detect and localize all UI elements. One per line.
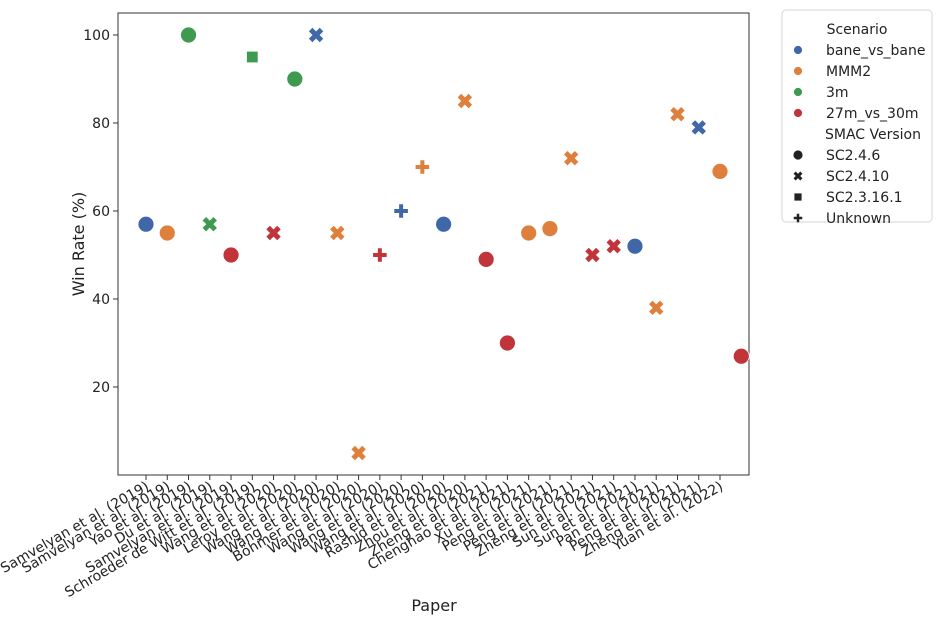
data-point [222, 246, 240, 264]
data-point [308, 27, 324, 43]
legend-label: 3m [826, 85, 849, 101]
data-point [394, 204, 408, 218]
data-point [670, 107, 685, 122]
data-point [563, 151, 579, 166]
data-point [180, 26, 197, 44]
data-point [266, 225, 281, 241]
data-point [541, 220, 559, 238]
data-point [711, 162, 729, 180]
plot-frame [117, 12, 750, 476]
y-axis: 20 40 60 80 100 [83, 28, 118, 396]
data-point [137, 215, 155, 233]
x-axis-title: Paper [411, 596, 457, 615]
legend-version-title: SMAC Version [825, 127, 921, 143]
legend-marker [793, 66, 803, 76]
data-point [732, 347, 750, 365]
data-points [137, 26, 750, 461]
legend-label: Unknown [826, 211, 891, 227]
legend-box [781, 9, 933, 223]
legend-marker [793, 108, 803, 118]
data-point [246, 51, 258, 63]
data-point [457, 93, 473, 109]
legend-marker [793, 87, 803, 97]
legend-marker [793, 213, 803, 223]
data-point [520, 224, 538, 242]
y-tick-label: 40 [92, 292, 110, 308]
data-point [286, 70, 304, 88]
x-axis: Samvelyan et al. (2019)Samvelyan et al. … [0, 475, 726, 601]
legend-marker [793, 171, 803, 181]
data-point [626, 237, 644, 255]
legend-label: bane_vs_bane [826, 43, 925, 59]
legend-label: SC2.4.10 [826, 169, 889, 185]
y-axis-title: Win Rate (%) [69, 192, 88, 297]
data-point [158, 224, 176, 242]
data-point [202, 217, 217, 232]
y-tick-label: 60 [92, 204, 110, 220]
legend-marker [794, 193, 802, 201]
data-point [415, 160, 430, 174]
y-tick-label: 100 [83, 28, 110, 44]
legend-scenario-title: Scenario [827, 22, 888, 38]
legend-label: SC2.4.6 [826, 148, 880, 164]
legend-label: 27m_vs_30m [826, 106, 918, 122]
data-point [606, 239, 621, 254]
legend-label: MMM2 [826, 64, 871, 80]
legend-marker [792, 149, 804, 161]
data-point [435, 215, 453, 233]
data-point [499, 334, 516, 352]
data-point [330, 225, 345, 241]
data-point [691, 120, 706, 135]
legend-marker [793, 45, 803, 55]
y-tick-label: 20 [92, 380, 110, 396]
data-point [351, 445, 366, 461]
data-point [477, 250, 495, 268]
data-point [373, 248, 387, 262]
legend-label: SC2.3.16.1 [826, 190, 903, 206]
data-point [585, 247, 600, 263]
data-point [649, 300, 664, 315]
y-tick-label: 80 [92, 116, 110, 132]
legend: Scenario bane_vs_bane MMM2 3m 27m_vs_30m SMAC… [781, 9, 933, 227]
